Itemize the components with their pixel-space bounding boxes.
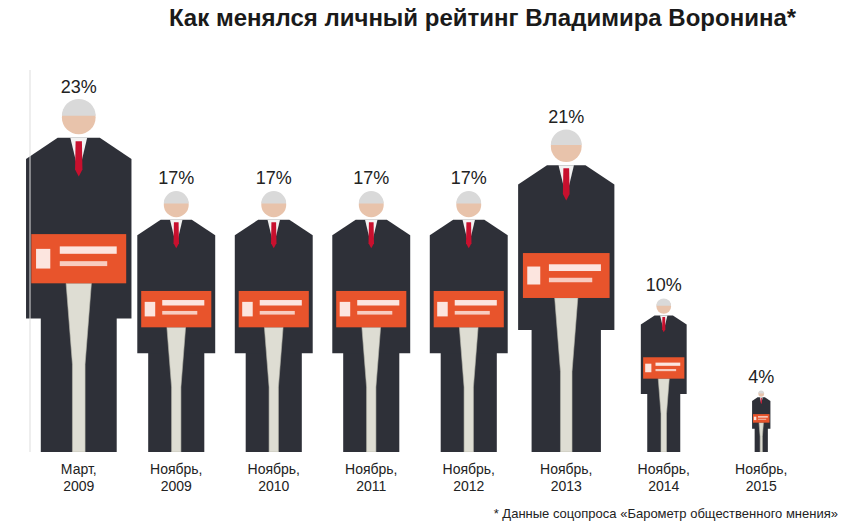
svg-text:10%: 10% (646, 275, 682, 295)
svg-text:21%: 21% (548, 107, 584, 127)
svg-text:Март,2009: Март,2009 (61, 461, 97, 494)
svg-text:Ноябрь,2014: Ноябрь,2014 (638, 461, 690, 494)
html-text:* Данные соцопроса «Барометр о: * Данные соцопроса «Барометр общественно… (493, 506, 838, 521)
svg-text:Ноябрь,2010: Ноябрь,2010 (248, 461, 300, 494)
svg-text:17%: 17% (353, 168, 389, 188)
svg-text:4%: 4% (748, 367, 774, 387)
svg-text:Ноябрь,2015: Ноябрь,2015 (735, 461, 787, 494)
svg-text:17%: 17% (451, 168, 487, 188)
svg-text:Ноябрь,2013: Ноябрь,2013 (540, 461, 592, 494)
svg-text:17%: 17% (256, 168, 292, 188)
svg-text:23%: 23% (61, 77, 97, 97)
html-text:Как менялся личный рейтинг Вла: Как менялся личный рейтинг Владимира Вор… (168, 4, 797, 31)
svg-text:Ноябрь,2011: Ноябрь,2011 (345, 461, 397, 494)
svg-text:Ноябрь,2009: Ноябрь,2009 (150, 461, 202, 494)
svg-text:Ноябрь,2012: Ноябрь,2012 (443, 461, 495, 494)
svg-text:17%: 17% (158, 168, 194, 188)
